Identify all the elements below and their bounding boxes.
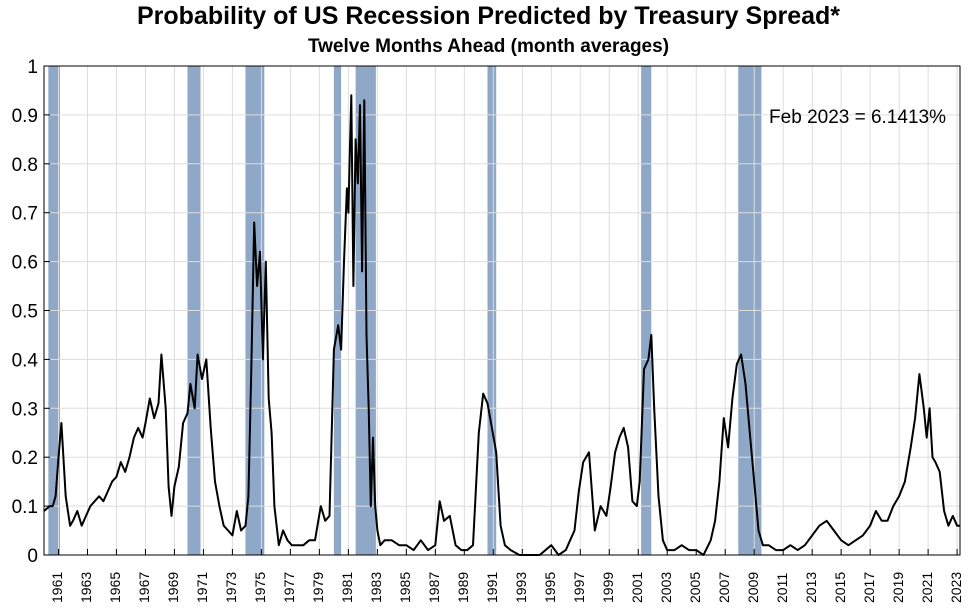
chart-title: Probability of US Recession Predicted by… [136, 2, 840, 30]
x-tick-label: 1981 [339, 572, 355, 603]
y-tick-label: 0.7 [12, 204, 38, 225]
x-tick-label: 1963 [78, 572, 94, 603]
x-tick-label: 1985 [397, 572, 413, 603]
x-tick-label: 2015 [832, 572, 848, 603]
y-tick-label: 0.6 [12, 253, 38, 274]
y-tick-label: 0.1 [12, 497, 38, 518]
x-tick-label: 1997 [571, 572, 587, 603]
grid-layer [44, 65, 960, 556]
x-tick-label: 2017 [861, 572, 877, 603]
x-tick-label: 2007 [716, 572, 732, 603]
x-tick-label: 1979 [310, 572, 326, 603]
x-tick-label: 1973 [223, 572, 239, 603]
x-tick-label: 1961 [49, 572, 65, 603]
chart-subtitle: Twelve Months Ahead (month averages) [307, 36, 670, 57]
x-tick-label: 1987 [426, 572, 442, 603]
y-tick-label: 0.8 [12, 155, 38, 176]
y-tick-label: 0.3 [12, 399, 38, 420]
x-tick-label: 2001 [629, 572, 645, 603]
x-tick-label: 1989 [455, 572, 471, 603]
y-tick-label: 0.2 [12, 448, 38, 469]
latest-value-annotation: Feb 2023 = 6.1413% [769, 107, 946, 128]
x-tick-label: 2009 [745, 572, 761, 603]
x-tick-label: 2019 [890, 572, 906, 603]
x-tick-label: 1965 [107, 572, 123, 603]
series-layer [43, 94, 960, 556]
x-tick-label: 2011 [774, 573, 790, 603]
y-tick-label: 0.9 [12, 106, 38, 127]
x-tick-label: 1969 [165, 572, 181, 603]
x-tick-label: 2013 [803, 572, 819, 603]
x-tick-label: 1975 [252, 572, 268, 603]
y-tick-label: 0.4 [12, 350, 39, 371]
x-tick-label: 1991 [484, 572, 500, 603]
y-tick-label: 0.5 [12, 302, 38, 323]
x-tick-label: 2005 [687, 572, 703, 603]
y-axis: 0 0.1 0.2 0.3 0.4 0.5 0.6 0.7 0.8 0.9 1 [12, 57, 50, 567]
y-tick-label: 1 [27, 57, 38, 78]
x-tick-label: 1967 [136, 572, 152, 603]
x-tick-label: 1983 [368, 572, 384, 603]
y-tick-label: 0 [27, 546, 38, 567]
x-tick-label: 1995 [542, 572, 558, 603]
x-tick-label: 1977 [281, 572, 297, 603]
probability-line [43, 94, 960, 556]
x-tick-label: 2023 [948, 572, 964, 603]
x-tick-label: 1971 [194, 572, 210, 603]
x-tick-label: 1999 [600, 572, 616, 603]
x-tick-label: 1993 [513, 572, 529, 603]
x-tick-label: 2003 [658, 572, 674, 603]
x-axis: 1961 1963 1965 1967 1969 1971 1973 1975 1977 1979… [49, 549, 964, 603]
x-tick-label: 2021 [919, 572, 935, 603]
